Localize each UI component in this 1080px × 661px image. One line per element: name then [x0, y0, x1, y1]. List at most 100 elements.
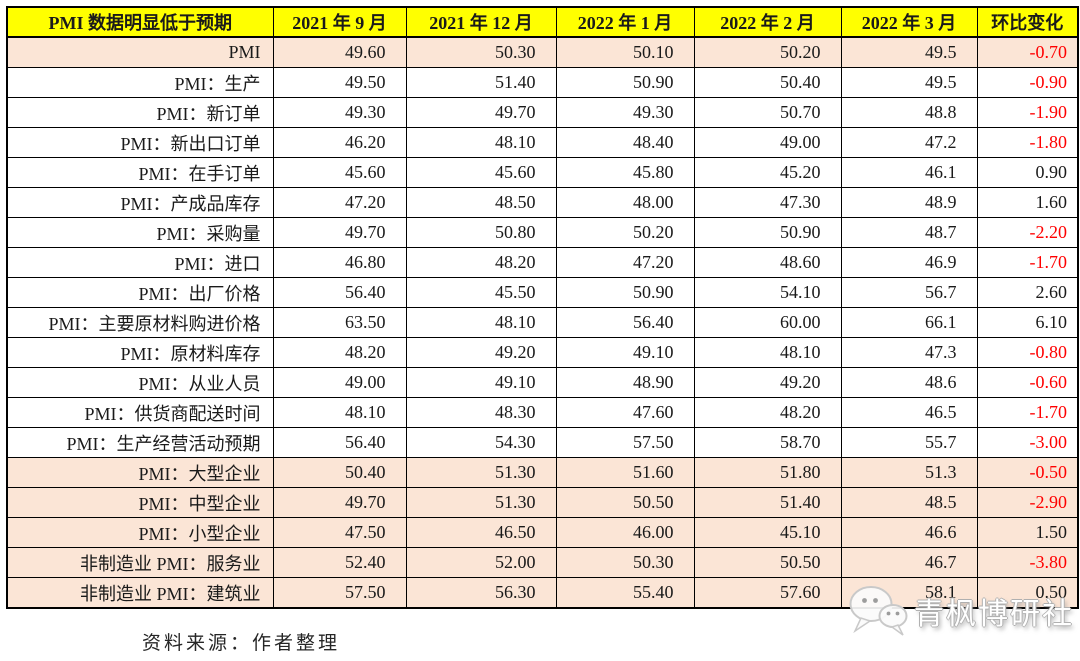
- value-cell: 48.30: [405, 397, 557, 428]
- value-cell: 48.10: [405, 127, 557, 158]
- change-cell: -3.00: [976, 427, 1079, 458]
- value-cell: 50.30: [405, 36, 557, 68]
- table-row: PMI：从业人员 49.00 49.10 48.90 49.20 48.6 -0.60: [6, 367, 1079, 398]
- row-label-cell: PMI: [6, 36, 274, 68]
- value-cell: 50.20: [555, 217, 695, 248]
- value-cell: 50.20: [693, 36, 842, 68]
- value-cell: 47.2: [840, 127, 978, 158]
- value-cell: 48.50: [405, 187, 557, 218]
- value-cell: 49.5: [840, 36, 978, 68]
- value-cell: 46.5: [840, 397, 978, 428]
- value-cell: 45.10: [693, 517, 842, 548]
- value-cell: 49.00: [272, 367, 407, 398]
- value-cell: 50.40: [272, 457, 407, 488]
- value-cell: 56.40: [272, 277, 407, 308]
- change-cell: -2.20: [976, 217, 1079, 248]
- row-label-cell: PMI：采购量: [6, 217, 274, 248]
- change-cell: -0.60: [976, 367, 1079, 398]
- value-cell: 57.60: [693, 577, 842, 609]
- value-cell: 45.80: [555, 157, 695, 188]
- value-cell: 48.9: [840, 187, 978, 218]
- change-cell: -2.90: [976, 487, 1079, 518]
- value-cell: 50.40: [693, 67, 842, 98]
- value-cell: 49.5: [840, 67, 978, 98]
- column-header: 2022 年 2 月: [693, 6, 842, 38]
- value-cell: 48.5: [840, 487, 978, 518]
- value-cell: 50.10: [555, 36, 695, 68]
- row-label-cell: PMI：生产: [6, 67, 274, 98]
- value-cell: 50.90: [693, 217, 842, 248]
- value-cell: 46.00: [555, 517, 695, 548]
- table-row: 非制造业 PMI：服务业 52.40 52.00 50.30 50.50 46.7 -3.8…: [6, 547, 1079, 578]
- row-label-cell: PMI：大型企业: [6, 457, 274, 488]
- change-cell: 0.50: [976, 577, 1079, 609]
- header-row: PMI 数据明显低于预期 2021 年 9 月 2021 年 12 月 2022 年 …: [6, 6, 1079, 38]
- value-cell: 48.10: [693, 337, 842, 368]
- value-cell: 51.30: [405, 487, 557, 518]
- column-header: 2021 年 12 月: [405, 6, 557, 38]
- row-label-cell: PMI：主要原材料购进价格: [6, 307, 274, 338]
- value-cell: 56.30: [405, 577, 557, 609]
- row-label-cell: PMI：原材料库存: [6, 337, 274, 368]
- value-cell: 45.60: [405, 157, 557, 188]
- value-cell: 50.80: [405, 217, 557, 248]
- row-label-cell: PMI：供货商配送时间: [6, 397, 274, 428]
- table-row: PMI：大型企业 50.40 51.30 51.60 51.80 51.3 -0.50: [6, 457, 1079, 488]
- value-cell: 46.1: [840, 157, 978, 188]
- value-cell: 48.20: [405, 247, 557, 278]
- value-cell: 55.7: [840, 427, 978, 458]
- value-cell: 49.10: [405, 367, 557, 398]
- value-cell: 45.60: [272, 157, 407, 188]
- value-cell: 50.50: [555, 487, 695, 518]
- value-cell: 49.60: [272, 36, 407, 68]
- value-cell: 49.00: [693, 127, 842, 158]
- table-row: PMI：主要原材料购进价格 63.50 48.10 56.40 60.00 66.1 6.1…: [6, 307, 1079, 338]
- value-cell: 46.20: [272, 127, 407, 158]
- table-row: PMI：新出口订单 46.20 48.10 48.40 49.00 47.2 -1.80: [6, 127, 1079, 158]
- value-cell: 49.70: [272, 217, 407, 248]
- value-cell: 46.7: [840, 547, 978, 578]
- table-row: PMI：进口 46.80 48.20 47.20 48.60 46.9 -1.70: [6, 247, 1079, 278]
- value-cell: 58.70: [693, 427, 842, 458]
- row-label-cell: PMI：产成品库存: [6, 187, 274, 218]
- value-cell: 54.30: [405, 427, 557, 458]
- row-label-cell: PMI：新出口订单: [6, 127, 274, 158]
- pmi-table: PMI 数据明显低于预期 2021 年 9 月 2021 年 12 月 2022 年 …: [6, 6, 1079, 609]
- value-cell: 48.8: [840, 97, 978, 128]
- change-cell: -1.80: [976, 127, 1079, 158]
- value-cell: 48.00: [555, 187, 695, 218]
- value-cell: 47.20: [272, 187, 407, 218]
- table-row: 非制造业 PMI：建筑业 57.50 56.30 55.40 57.60 58.1 0.50: [6, 577, 1079, 609]
- value-cell: 54.10: [693, 277, 842, 308]
- source-note: 资料来源：作者整理: [142, 633, 341, 654]
- value-cell: 58.1: [840, 577, 978, 609]
- value-cell: 49.30: [555, 97, 695, 128]
- column-header: 2022 年 1 月: [555, 6, 695, 38]
- change-cell: -1.70: [976, 247, 1079, 278]
- table-row: PMI：中型企业 49.70 51.30 50.50 51.40 48.5 -2.90: [6, 487, 1079, 518]
- row-label-cell: PMI：从业人员: [6, 367, 274, 398]
- value-cell: 47.20: [555, 247, 695, 278]
- value-cell: 51.3: [840, 457, 978, 488]
- change-cell: -0.80: [976, 337, 1079, 368]
- value-cell: 51.30: [405, 457, 557, 488]
- value-cell: 56.40: [555, 307, 695, 338]
- row-label-cell: 非制造业 PMI：建筑业: [6, 577, 274, 609]
- change-cell: -0.90: [976, 67, 1079, 98]
- value-cell: 60.00: [693, 307, 842, 338]
- table-row: PMI 49.60 50.30 50.10 50.20 49.5 -0.70: [6, 36, 1079, 68]
- row-label-cell: PMI：小型企业: [6, 517, 274, 548]
- value-cell: 46.6: [840, 517, 978, 548]
- column-header: 环比变化: [976, 6, 1079, 38]
- table-row: PMI：出厂价格 56.40 45.50 50.90 54.10 56.7 2.60: [6, 277, 1079, 308]
- value-cell: 45.20: [693, 157, 842, 188]
- value-cell: 47.3: [840, 337, 978, 368]
- change-cell: -1.70: [976, 397, 1079, 428]
- value-cell: 48.40: [555, 127, 695, 158]
- value-cell: 57.50: [272, 577, 407, 609]
- value-cell: 50.90: [555, 277, 695, 308]
- value-cell: 66.1: [840, 307, 978, 338]
- column-header: 2021 年 9 月: [272, 6, 407, 38]
- row-label-cell: PMI：出厂价格: [6, 277, 274, 308]
